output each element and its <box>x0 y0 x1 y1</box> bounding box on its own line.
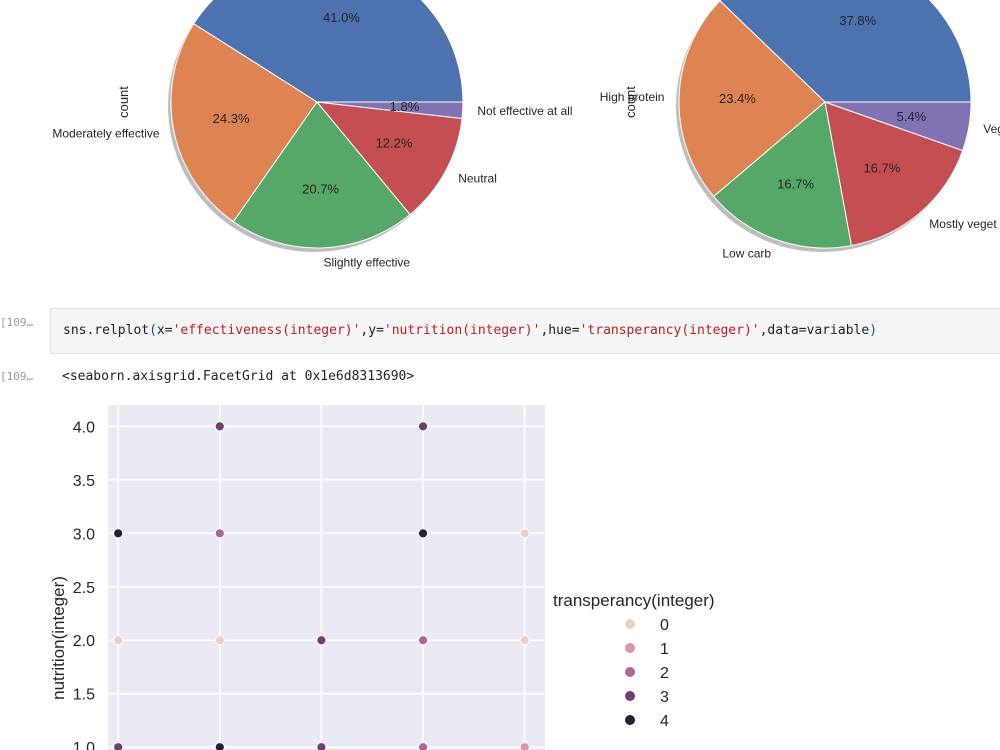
legend-marker <box>625 691 635 701</box>
scatter-point <box>418 635 428 646</box>
pie-slice-moderately-effective <box>170 23 318 223</box>
scatter-point <box>519 742 530 750</box>
scatter-point <box>519 528 530 539</box>
pie-slice-slice-0 <box>719 0 972 103</box>
pie-pct-label: 1.8% <box>390 99 420 114</box>
scatter-point <box>418 528 428 539</box>
legend-label: 3 <box>660 689 669 706</box>
scatter-point <box>316 742 327 750</box>
legend-label: 2 <box>660 665 669 682</box>
scatter-plot: 1.0 1.5 2.0 2.5 3.0 3.5 4.0 nutrition(integer) <box>49 405 545 750</box>
scatter-point <box>519 635 530 646</box>
code-arg-hue: ,hue= <box>540 323 580 338</box>
code-text[interactable]: sns.relplot(x='effectiveness(integer)',y… <box>63 323 877 338</box>
y-tick-label: 4.0 <box>73 419 95 436</box>
pie-slice-slightly-effective <box>232 101 411 249</box>
pie-category-label: High protein <box>600 90 665 104</box>
y-tick-label: 2.5 <box>73 580 95 597</box>
pie-ylabel: count <box>116 86 131 118</box>
pie-slice-neutral <box>315 101 463 216</box>
pie-chart-effectiveness: 41.0% 24.3% Moderately effective 20.7% Sligh… <box>52 0 573 269</box>
pie-slice-high-protein <box>678 0 826 198</box>
y-tick-label: 3.5 <box>73 473 95 490</box>
scatter-point <box>113 742 124 750</box>
code-cell[interactable]: sns.relplot(x='effectiveness(integer)',y… <box>50 308 1000 354</box>
code-arg-x: x= <box>156 323 173 338</box>
scatter-point <box>113 635 124 646</box>
pie-slice-veg <box>824 101 972 152</box>
pie-category-label: Veg <box>983 122 1000 136</box>
scatter-point <box>316 635 327 646</box>
code-string-x: 'effectiveness(integer)' <box>172 323 361 338</box>
pie-slice-low-carb <box>712 101 853 249</box>
pie-pct-label: 5.4% <box>897 109 927 124</box>
legend-marker <box>625 619 635 629</box>
pie-pct-label: 20.7% <box>302 182 339 197</box>
code-string-y: 'nutrition(integer)' <box>383 323 541 338</box>
plot-background <box>108 405 545 750</box>
legend-marker <box>625 667 635 677</box>
scatter-point <box>214 742 225 750</box>
code-paren-open: ( <box>149 323 157 338</box>
legend-label: 1 <box>660 641 669 658</box>
pie-category-label: Neutral <box>458 171 497 185</box>
y-tick-label: 1.5 <box>73 687 95 704</box>
pie-pct-label: 41.0% <box>323 10 360 25</box>
pie-slice-not-effective-at-all <box>316 101 464 120</box>
code-function: sns.relplot <box>63 323 150 338</box>
pie-pct-label: 16.7% <box>777 177 814 192</box>
code-string-hue: 'transperancy(integer)' <box>579 323 760 338</box>
pie-pct-label: 16.7% <box>863 161 900 176</box>
pie-pct-label: 12.2% <box>376 136 413 151</box>
pie-slice-mostly-veget <box>824 101 964 247</box>
pie-pct-label: 23.4% <box>719 91 756 106</box>
legend-label: 4 <box>660 713 669 730</box>
pie-category-label: Mostly veget <box>929 217 997 231</box>
legend-title: transperancy(integer) <box>553 591 715 610</box>
pie-ylabel: count <box>623 86 638 118</box>
y-tick-label: 1.0 <box>73 740 95 750</box>
input-prompt: [109… <box>0 316 34 329</box>
code-arg-y: ,y= <box>360 323 384 338</box>
scatter-point <box>214 635 225 646</box>
pie-category-label: Moderately effective <box>52 127 159 141</box>
scatter-point <box>113 528 124 539</box>
scatter-point <box>418 421 428 432</box>
output-text: <seaborn.axisgrid.FacetGrid at 0x1e6d831… <box>62 369 415 384</box>
pie-chart-diet: 37.8% 23.4% High protein 16.7% Low carb 16.7%… <box>600 0 1000 260</box>
legend-marker <box>625 715 635 725</box>
scatter-point <box>418 742 428 750</box>
y-tick-label: 3.0 <box>73 526 95 543</box>
pie-charts-area: 41.0% 24.3% Moderately effective 20.7% Sligh… <box>52 0 1000 269</box>
y-tick-label: 2.0 <box>73 633 95 650</box>
legend-label: 0 <box>660 617 669 634</box>
scatter-point <box>214 421 225 432</box>
pie-category-label: Low carb <box>722 246 771 260</box>
pie-slice-slice-0 <box>193 0 464 103</box>
code-paren-close: ) <box>869 323 878 338</box>
scatter-point <box>214 528 225 539</box>
y-axis-label: nutrition(integer) <box>49 576 68 700</box>
legend: transperancy(integer) 0 1 2 3 4 <box>553 591 715 730</box>
output-prompt: [109… <box>0 370 34 383</box>
pie-category-label: Not effective at all <box>477 104 572 118</box>
pie-pct-label: 37.8% <box>839 13 876 28</box>
pie-pct-label: 24.3% <box>213 111 250 126</box>
code-arg-data: ,data=variable <box>759 323 870 338</box>
pie-category-label: Slightly effective <box>324 255 411 269</box>
legend-marker <box>625 643 635 653</box>
